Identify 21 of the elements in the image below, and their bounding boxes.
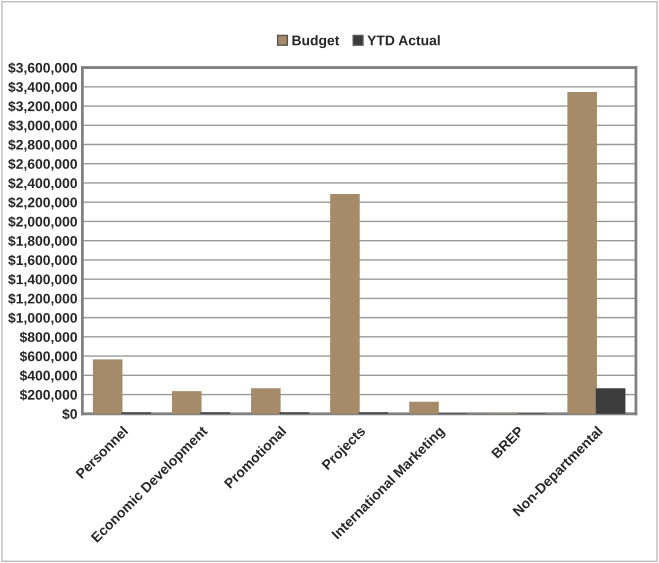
y-tick-label: $1,600,000 bbox=[8, 254, 77, 268]
y-tick-label: $800,000 bbox=[20, 332, 77, 344]
y-tick-label: $2,400,000 bbox=[8, 178, 77, 190]
y-tick-label: $2,600,000 bbox=[8, 158, 77, 171]
y-tick-label: $2,000,000 bbox=[8, 216, 77, 229]
y-tick-label: $3,200,000 bbox=[8, 100, 77, 114]
y-tick-label: $1,800,000 bbox=[8, 235, 77, 248]
y-tick-label: $2,800,000 bbox=[8, 139, 77, 152]
legend-label: YTD Actual bbox=[367, 35, 440, 46]
y-tick-label: $200,000 bbox=[20, 389, 77, 402]
y-tick-label: $0 bbox=[62, 408, 77, 420]
y-tick-label: $3,400,000 bbox=[8, 82, 77, 94]
legend-label: Budget bbox=[292, 35, 340, 48]
y-tick-label: $1,000,000 bbox=[8, 312, 77, 325]
y-tick-label: $1,200,000 bbox=[8, 293, 77, 306]
y-tick-label: $3,600,000 bbox=[8, 62, 77, 75]
y-tick-label: $2,200,000 bbox=[8, 196, 77, 210]
y-tick-label: $3,000,000 bbox=[8, 120, 77, 132]
y-tick-label: $1,400,000 bbox=[8, 274, 77, 286]
y-tick-label: $400,000 bbox=[20, 370, 77, 383]
y-tick-label: $600,000 bbox=[20, 350, 77, 364]
